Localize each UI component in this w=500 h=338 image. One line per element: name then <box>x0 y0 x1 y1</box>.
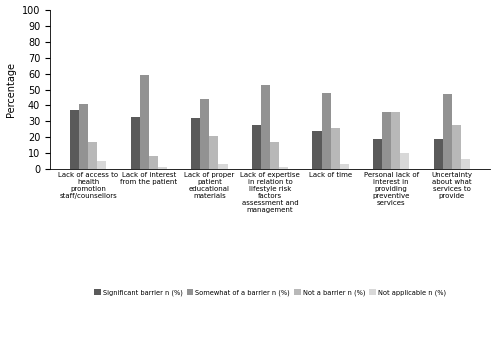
Bar <box>79 104 88 169</box>
Bar <box>261 85 270 169</box>
Bar <box>382 112 391 169</box>
Bar <box>200 99 209 169</box>
Bar <box>330 128 340 169</box>
Bar <box>279 167 288 169</box>
Y-axis label: Percentage: Percentage <box>6 62 16 117</box>
Bar <box>373 139 382 169</box>
Bar <box>98 161 106 169</box>
Bar <box>340 164 349 169</box>
Bar <box>322 93 330 169</box>
Bar <box>252 124 261 169</box>
Bar <box>88 142 98 169</box>
Bar <box>210 136 218 169</box>
Bar <box>434 139 442 169</box>
Bar <box>442 94 452 169</box>
Bar <box>218 164 228 169</box>
Bar <box>140 75 149 169</box>
Bar <box>130 117 140 169</box>
Bar <box>149 156 158 169</box>
Bar <box>391 112 400 169</box>
Bar <box>452 124 461 169</box>
Bar <box>158 167 167 169</box>
Bar <box>270 142 279 169</box>
Legend: Significant barrier n (%), Somewhat of a barrier n (%), Not a barrier n (%), Not: Significant barrier n (%), Somewhat of a… <box>92 287 448 298</box>
Bar <box>400 153 409 169</box>
Bar <box>191 118 200 169</box>
Bar <box>70 110 79 169</box>
Bar <box>461 160 470 169</box>
Bar <box>312 131 322 169</box>
